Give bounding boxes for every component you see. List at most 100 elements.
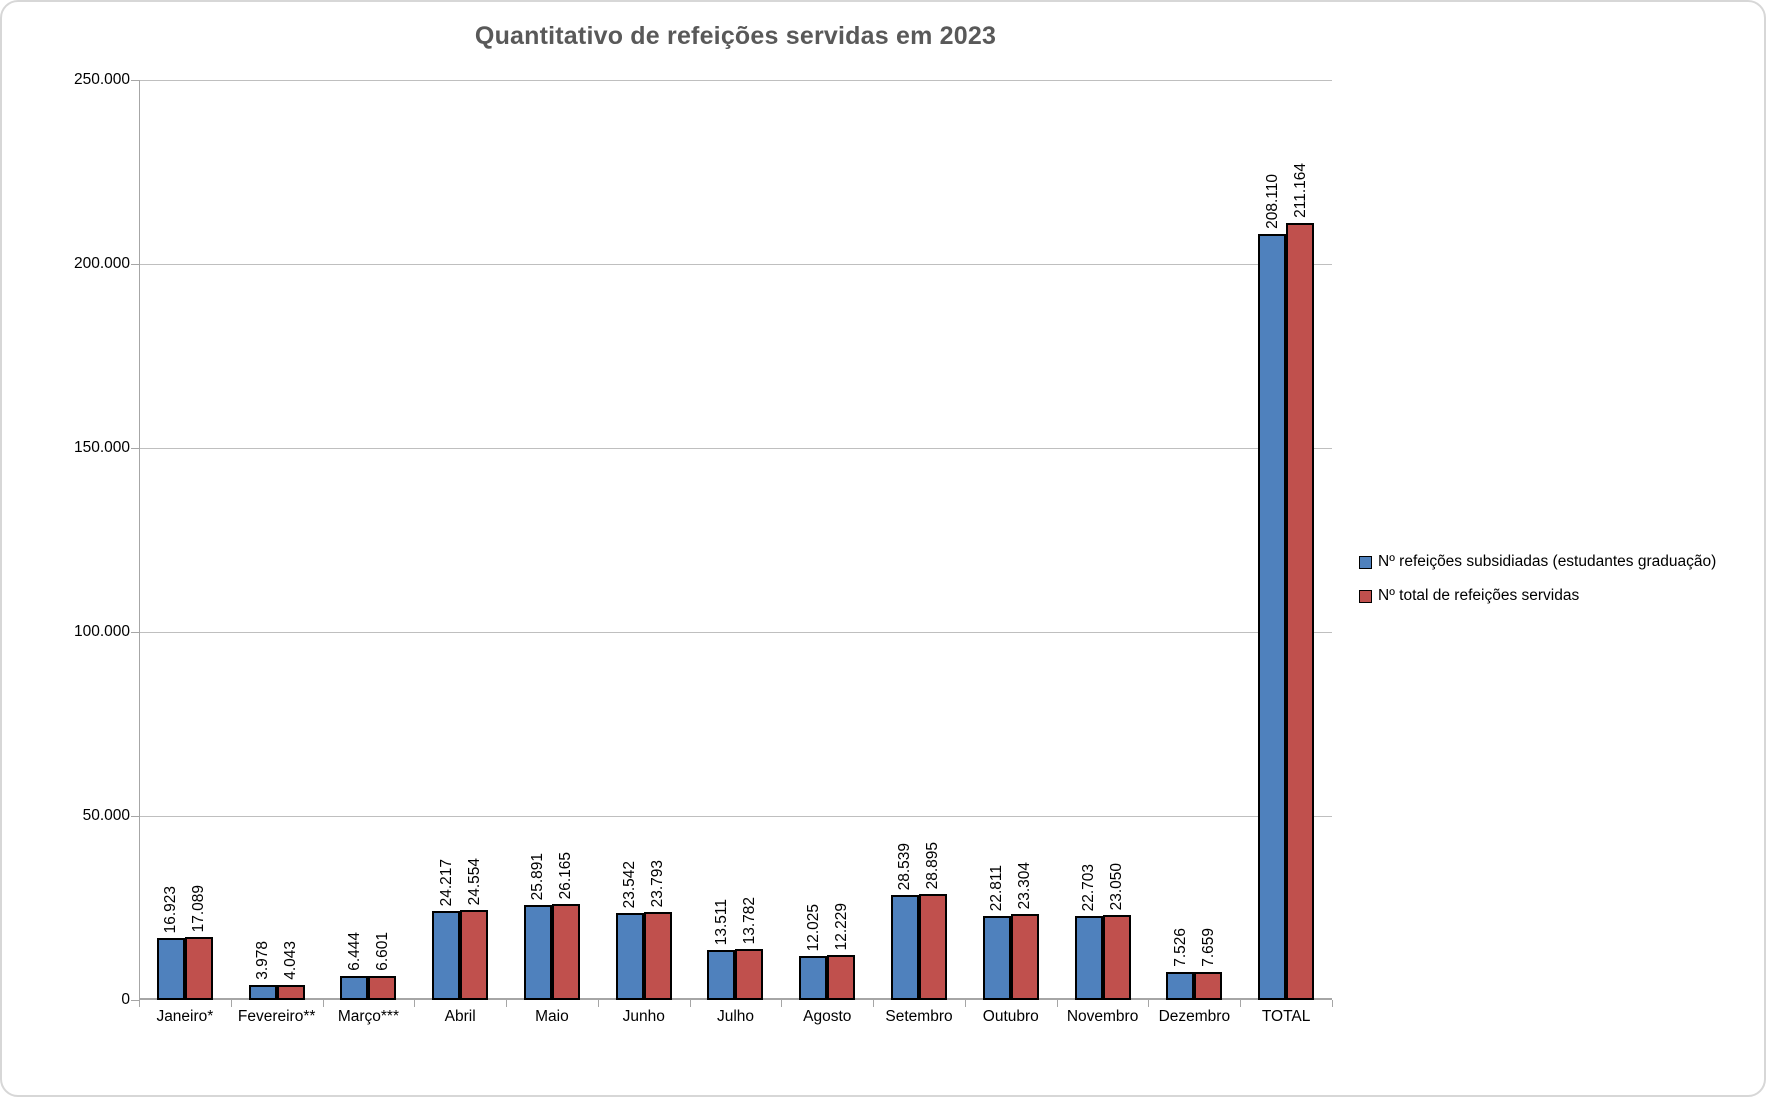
bar-value-label: 208.110 xyxy=(1263,174,1281,229)
bar-group: 211.164 xyxy=(1286,163,1315,1000)
category-3: 6.444 6.601 xyxy=(323,80,415,1000)
y-tick xyxy=(131,80,139,81)
bar-group: 16.923 xyxy=(156,885,185,1000)
x-axis-label: TOTAL xyxy=(1261,1008,1311,1025)
bar-series-2 xyxy=(827,955,856,1000)
category-6: 23.542 23.793 xyxy=(598,80,690,1000)
bar-series-1 xyxy=(707,950,736,1000)
bar-value-label: 25.891 xyxy=(529,852,547,900)
gridline xyxy=(139,448,1332,449)
x-axis-label: Agosto xyxy=(803,1008,852,1025)
bar-group: 22.703 xyxy=(1074,864,1103,1000)
bar-group: 26.165 xyxy=(551,852,580,1000)
bar-value-label: 23.050 xyxy=(1108,862,1126,910)
bar-value-label: 13.511 xyxy=(712,898,730,945)
y-tick-label: 50.000 xyxy=(82,807,130,824)
bar-group: 208.110 xyxy=(1258,174,1287,1000)
category-8: 12.025 12.229 xyxy=(781,80,873,1000)
bar-value-label: 23.542 xyxy=(621,860,639,908)
legend-item-2: Nº total de refeições servidas xyxy=(1359,587,1716,605)
bar-value-label: 24.554 xyxy=(465,857,483,905)
legend-label: Nº total de refeições servidas xyxy=(1378,587,1580,604)
legend-swatch xyxy=(1359,555,1372,569)
bar-group: 13.511 xyxy=(707,898,736,1000)
x-axis-label: Janeiro* xyxy=(156,1008,214,1025)
x-tick xyxy=(139,1000,140,1007)
bar-value-label: 23.793 xyxy=(649,859,667,907)
x-axis-label: Setembro xyxy=(885,1008,953,1025)
bar-group: 12.025 xyxy=(799,903,828,1000)
bar-value-label: 211.164 xyxy=(1291,163,1309,218)
x-tick xyxy=(1148,1000,1150,1007)
y-tick-label: 0 xyxy=(121,991,130,1008)
bar-series-1 xyxy=(891,895,920,1000)
bar-series-2 xyxy=(643,912,672,1000)
category-5: 25.891 26.165 xyxy=(506,80,598,1000)
bar-series-2 xyxy=(184,937,213,1000)
category-11: 22.703 23.050 xyxy=(1057,80,1149,1000)
bar-group: 24.554 xyxy=(460,857,489,1000)
y-tick-label: 250.000 xyxy=(73,71,130,88)
gridline xyxy=(139,632,1332,633)
category-7: 13.511 13.782 xyxy=(690,80,782,1000)
bar-group: 17.089 xyxy=(184,884,213,1000)
bar-value-label: 28.539 xyxy=(896,842,914,890)
x-axis-label: Fevereiro** xyxy=(237,1008,316,1025)
x-tick xyxy=(1056,1000,1058,1007)
bar-value-label: 23.304 xyxy=(1016,861,1034,909)
y-tick-label: 200.000 xyxy=(73,255,130,272)
bar-series-1 xyxy=(1074,916,1103,1000)
category-12: 7.526 7.659 xyxy=(1148,80,1240,1000)
x-tick xyxy=(322,1000,324,1007)
bar-series-2 xyxy=(919,894,948,1000)
gridline xyxy=(139,264,1332,265)
category-13: 208.110 211.164 xyxy=(1240,80,1332,1000)
bar-group: 13.782 xyxy=(735,896,764,1000)
bar-group: 4.043 xyxy=(276,941,305,1000)
x-axis-label: Julho xyxy=(716,1008,755,1025)
bar-series-1 xyxy=(523,905,552,1000)
bar-group: 25.891 xyxy=(523,852,552,1000)
bar-value-label: 24.217 xyxy=(437,858,455,906)
bar-group: 3.978 xyxy=(248,941,277,1000)
bar-series-1 xyxy=(248,985,277,1000)
x-tick xyxy=(230,1000,232,1007)
x-tick xyxy=(1240,1000,1242,1007)
category-1: 16.923 17.089 xyxy=(139,80,231,1000)
legend-swatch xyxy=(1359,589,1372,603)
category-10: 22.811 23.304 xyxy=(965,80,1057,1000)
bar-series-1 xyxy=(1258,234,1287,1000)
category-9: 28.539 28.895 xyxy=(873,80,965,1000)
x-tick xyxy=(414,1000,416,1007)
bar-group: 24.217 xyxy=(432,858,461,1000)
y-tick-label: 150.000 xyxy=(73,439,130,456)
x-tick xyxy=(506,1000,508,1007)
y-tick xyxy=(131,264,139,265)
x-axis-label: Março*** xyxy=(337,1008,399,1025)
bar-group: 23.793 xyxy=(643,859,672,1000)
bar-series-1 xyxy=(1166,972,1195,1000)
bar-value-label: 4.043 xyxy=(282,941,300,980)
bar-group: 23.542 xyxy=(615,860,644,1000)
bar-group: 23.050 xyxy=(1102,862,1131,1000)
bar-value-label: 28.895 xyxy=(924,841,942,889)
plot-area: 16.923 17.089 3.978 4.043 6.444 6.601 24.217 24… xyxy=(139,80,1332,1000)
x-axis-label: Abril xyxy=(444,1008,476,1025)
x-tick xyxy=(873,1000,875,1007)
bar-value-label: 16.923 xyxy=(162,885,180,933)
bar-value-label: 7.526 xyxy=(1171,928,1189,967)
x-tick xyxy=(1332,1000,1333,1007)
gridline xyxy=(139,80,1332,81)
bar-value-label: 17.089 xyxy=(190,884,208,932)
bar-group: 22.811 xyxy=(982,864,1011,1000)
bar-series-1 xyxy=(156,938,185,1000)
x-tick xyxy=(964,1000,966,1007)
bar-series-2 xyxy=(1102,915,1131,1000)
x-axis-label: Junho xyxy=(622,1008,665,1025)
bar-value-label: 13.782 xyxy=(740,896,758,944)
category-2: 3.978 4.043 xyxy=(231,80,323,1000)
y-tick xyxy=(131,632,139,633)
bar-series-2 xyxy=(735,949,764,1000)
bar-value-label: 12.025 xyxy=(804,903,822,951)
bar-value-label: 22.811 xyxy=(988,864,1006,911)
